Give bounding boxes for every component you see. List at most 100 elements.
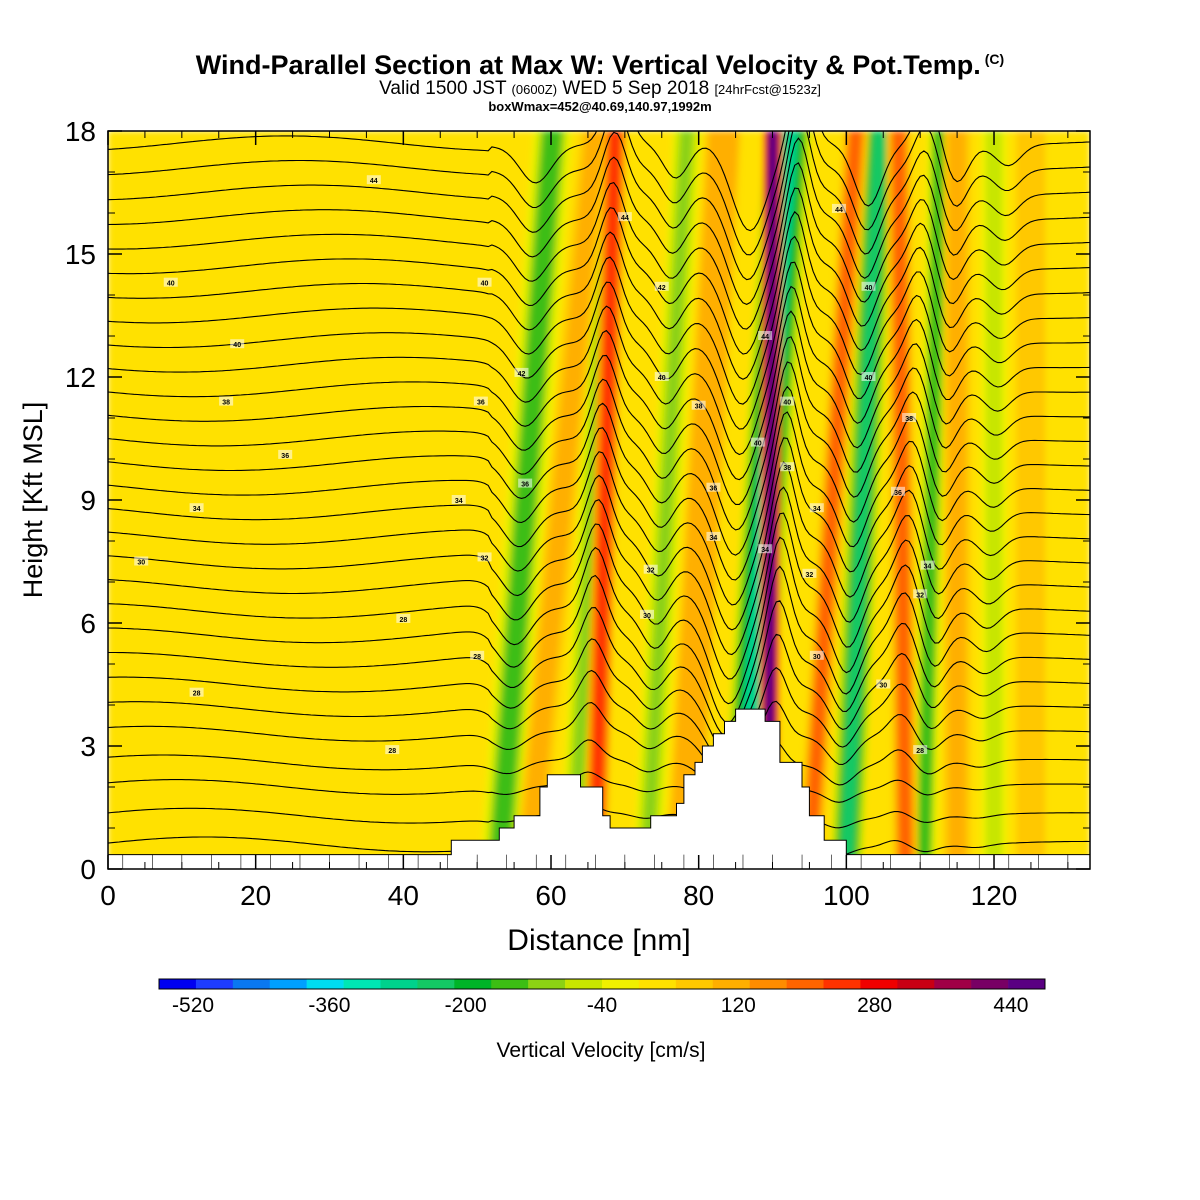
contour-label-bg: [451, 495, 466, 504]
isentrope-18: [108, 310, 1090, 481]
contour-label: 32: [806, 572, 814, 579]
contour-label: 40: [658, 375, 666, 382]
contour-label: 36: [281, 453, 289, 460]
contour-label-bg: [861, 372, 876, 381]
isentrope-20: [108, 261, 1090, 430]
w-band-0-3: [491, 131, 561, 869]
valid-prefix: Valid 1500 JST: [379, 78, 507, 99]
isentrope-27: [108, 131, 1090, 256]
colorbar: -520 -360 -200 -40 120 280 440: [158, 978, 1046, 1017]
contour-label-bg: [706, 531, 721, 541]
contour-label: 30: [137, 560, 145, 567]
contour-label: 28: [916, 748, 924, 755]
contour-label-bg: [385, 745, 400, 755]
contour-label-bg: [780, 396, 795, 406]
contour-label-bg: [163, 277, 178, 287]
y-tick-label: 12: [65, 362, 96, 393]
x-axis-label: Distance [nm]: [507, 924, 690, 957]
contour-label: 40: [233, 342, 241, 349]
y-tick-label: 15: [65, 239, 96, 270]
y-tick-label: 9: [80, 485, 96, 516]
isentrope-12: [108, 461, 1090, 631]
contour-label: 34: [924, 564, 932, 571]
contour-label: 44: [621, 215, 629, 222]
contour-label: 28: [399, 617, 407, 624]
contour-label: 40: [865, 375, 873, 382]
colorbar-swatch: [306, 979, 344, 989]
y-axis-label: Height [Kft MSL]: [18, 402, 48, 599]
colorbar-label: Vertical Velocity [cm/s]: [497, 1039, 706, 1062]
contour-label-bg: [643, 564, 658, 574]
valid-date: WED 5 Sep 2018: [562, 78, 710, 99]
contour-label-bg: [809, 650, 824, 660]
contour-label: 34: [813, 506, 821, 513]
isentrope-6: [108, 633, 1090, 751]
isentrope-26: [108, 131, 1090, 281]
contour-label: 42: [518, 371, 526, 378]
contour-label-bg: [691, 400, 706, 410]
contour-label-bg: [876, 679, 891, 689]
isentrope-23: [108, 187, 1090, 355]
y-tick-label: 18: [65, 116, 96, 147]
contour-label-bg: [278, 449, 293, 459]
contour-label-bg: [920, 560, 935, 570]
colorbar-swatch: [417, 979, 455, 989]
isentrope-16: [108, 361, 1090, 531]
w-band-8-3: [590, 131, 621, 869]
contour-label: 34: [455, 498, 463, 505]
colorbar-tick-label: -200: [445, 994, 487, 1017]
colorbar-border: [158, 978, 1046, 990]
isentrope-24: [108, 162, 1090, 330]
contour-label: 44: [761, 334, 769, 341]
w-band-6-3: [988, 131, 1000, 869]
contour-label: 42: [658, 285, 666, 292]
box-wmax-info: boxWmax=452@40.69,140.97,1992m: [488, 99, 712, 114]
contour-label-bg: [189, 687, 204, 697]
isentrope-14: [108, 411, 1090, 581]
contour-label-bg: [514, 367, 529, 377]
contour-label: 36: [477, 400, 485, 407]
contour-label: 32: [481, 555, 489, 562]
x-tick-label: 120: [971, 880, 1018, 911]
x-tick-label: 80: [683, 880, 714, 911]
contour-label: 44: [370, 178, 378, 185]
chart-title: Wind-Parallel Section at Max W: Vertical…: [0, 44, 1200, 80]
contour-label-bg: [473, 396, 488, 406]
x-tick-label: 40: [388, 880, 419, 911]
contour-label-bg: [366, 175, 381, 185]
contour-label-bg: [891, 486, 906, 496]
contour-label-bg: [780, 462, 795, 472]
contour-label: 38: [783, 465, 791, 472]
contour-label: 38: [905, 416, 913, 423]
contour-label-bg: [230, 339, 245, 349]
colorbar-swatch: [454, 979, 492, 989]
colorbar-swatch: [565, 979, 603, 989]
isentrope-17: [108, 336, 1090, 505]
x-tick-label: 0: [100, 880, 116, 911]
colorbar-swatch: [786, 979, 824, 989]
contour-label-bg: [654, 372, 669, 381]
contour-label: 38: [695, 404, 703, 411]
x-tick-label: 60: [535, 880, 566, 911]
terrain-profile: [107, 708, 1091, 870]
colorbar-tick-label: 440: [993, 994, 1028, 1017]
contour-label: 40: [167, 281, 175, 288]
colorbar-swatch: [823, 979, 861, 989]
isentrope-3: [108, 739, 1090, 793]
w-band-12-3: [893, 131, 911, 869]
contour-label: 40: [865, 285, 873, 292]
contour-label-bg: [831, 203, 846, 213]
w-band-5-3: [918, 131, 945, 869]
x-tick-label: 100: [823, 880, 870, 911]
contour-label: 40: [754, 441, 762, 448]
isentrope-5: [108, 667, 1090, 764]
contour-label-bg: [802, 568, 817, 578]
contour-label-bg: [706, 482, 721, 492]
contour-label-bg: [758, 331, 773, 340]
colorbar-swatch: [749, 979, 787, 989]
colorbar-swatch: [491, 979, 529, 989]
contour-label-bg: [219, 396, 234, 406]
contour-label-bg: [750, 437, 765, 447]
colorbar-swatch: [860, 979, 898, 989]
